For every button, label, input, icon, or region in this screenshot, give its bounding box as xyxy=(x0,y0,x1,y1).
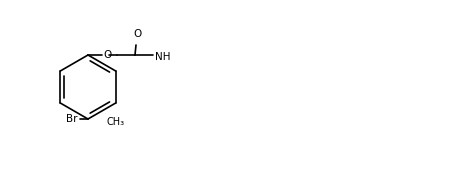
Text: NH: NH xyxy=(155,52,171,62)
Text: O: O xyxy=(134,29,142,39)
Text: Br: Br xyxy=(66,114,78,124)
Text: O: O xyxy=(103,50,111,60)
Text: CH₃: CH₃ xyxy=(107,117,125,127)
